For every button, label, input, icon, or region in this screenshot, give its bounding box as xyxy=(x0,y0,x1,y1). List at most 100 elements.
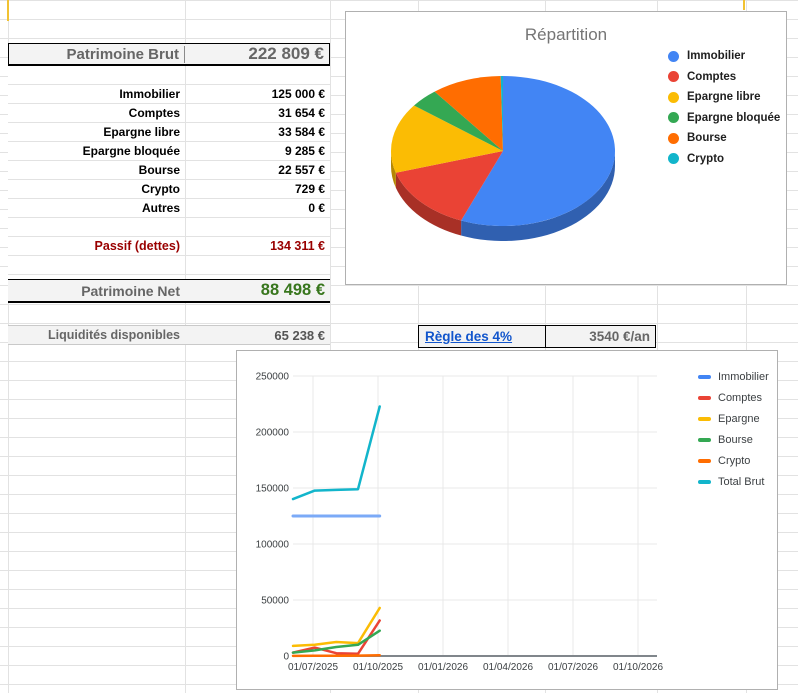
table-row: Autres 0 € xyxy=(8,199,330,218)
column-gridline xyxy=(746,0,747,693)
legend-item: Epargne libre xyxy=(668,87,780,108)
table-row: Immobilier 125 000 € xyxy=(8,85,330,104)
summary-table: Immobilier 125 000 € Comptes 31 654 € Ep… xyxy=(8,66,330,303)
legend-item: Epargne bloquée xyxy=(668,108,780,129)
svg-text:01/01/2026: 01/01/2026 xyxy=(418,662,468,673)
legend-swatch xyxy=(698,458,711,463)
liquidites-value-cell[interactable]: 65 238 € xyxy=(274,327,325,343)
item-value-cell[interactable]: 0 € xyxy=(308,201,325,215)
legend-label: Epargne bloquée xyxy=(687,111,781,124)
patrimoine-brut-label-cell[interactable]: Patrimoine Brut xyxy=(9,45,185,63)
item-value-cell[interactable]: 125 000 € xyxy=(271,87,325,101)
svg-text:0: 0 xyxy=(283,652,289,663)
legend-item: Total Brut xyxy=(698,471,769,492)
legend-swatch xyxy=(668,71,679,83)
legend-label: Bourse xyxy=(687,132,727,145)
legend-swatch xyxy=(668,50,679,62)
legend-label: Crypto xyxy=(687,152,725,165)
item-label-cell[interactable]: Epargne libre xyxy=(103,125,180,139)
svg-text:01/04/2026: 01/04/2026 xyxy=(483,662,533,673)
line-chart-container[interactable]: 01/07/2025 01/10/2025 01/01/2026 01/04/2026… xyxy=(236,350,778,690)
legend-item: Bourse xyxy=(698,429,769,450)
legend-swatch xyxy=(668,112,679,124)
table-row: Comptes 31 654 € xyxy=(8,104,330,123)
svg-text:01/07/2026: 01/07/2026 xyxy=(548,662,598,673)
empty-row xyxy=(8,66,330,85)
item-label-cell[interactable]: Immobilier xyxy=(119,87,180,101)
column-gridline xyxy=(330,0,331,693)
legend-item: Crypto xyxy=(698,450,769,471)
legend-label: Bourse xyxy=(718,433,753,446)
patrimoine-net-label-cell[interactable]: Patrimoine Net xyxy=(81,282,180,299)
line-chart-legend: Immobilier Comptes Epargne Bourse Crypto Tota… xyxy=(698,366,769,492)
item-label-cell[interactable]: Bourse xyxy=(138,163,180,177)
pie-chart-container[interactable]: Répartition Immobilier Comptes Epargne lib… xyxy=(345,11,787,285)
legend-label: Epargne libre xyxy=(687,91,761,104)
legend-swatch xyxy=(698,437,711,442)
regle-4pct-link[interactable]: Règle des 4% xyxy=(419,326,546,347)
legend-item: Immobilier xyxy=(668,46,780,67)
svg-text:01/10/2026: 01/10/2026 xyxy=(613,662,663,673)
legend-item: Crypto xyxy=(668,149,780,170)
legend-swatch xyxy=(668,153,679,165)
item-value-cell[interactable]: 22 557 € xyxy=(278,163,325,177)
item-value-cell[interactable]: 31 654 € xyxy=(278,106,325,120)
legend-swatch xyxy=(698,395,711,400)
svg-text:100000: 100000 xyxy=(256,540,290,551)
column-gridline xyxy=(185,0,186,693)
legend-swatch xyxy=(698,479,711,484)
svg-text:01/07/2025: 01/07/2025 xyxy=(288,662,338,673)
svg-text:01/10/2025: 01/10/2025 xyxy=(353,662,403,673)
pie-chart-legend: Immobilier Comptes Epargne libre Epargne bl… xyxy=(668,46,780,169)
svg-text:150000: 150000 xyxy=(256,484,290,495)
regle-4pct-box: Règle des 4% 3540 €/an xyxy=(418,325,656,348)
item-label-cell[interactable]: Crypto xyxy=(141,182,180,196)
table-column-divider xyxy=(185,66,186,279)
item-value-cell[interactable]: 729 € xyxy=(294,182,325,196)
table-row: Epargne libre 33 584 € xyxy=(8,123,330,142)
legend-label: Crypto xyxy=(718,454,751,467)
yellow-border-mark xyxy=(7,0,9,21)
legend-label: Total Brut xyxy=(718,475,765,488)
pie-chart-svg xyxy=(391,76,615,242)
legend-item: Bourse xyxy=(668,128,780,149)
patrimoine-brut-row: Patrimoine Brut 222 809 € xyxy=(8,43,330,66)
line-chart-svg: 01/07/2025 01/10/2025 01/01/2026 01/04/2026… xyxy=(256,372,664,674)
legend-label: Comptes xyxy=(687,70,737,83)
passif-value-cell[interactable]: 134 311 € xyxy=(270,239,325,253)
column-gridline xyxy=(8,0,9,693)
svg-text:200000: 200000 xyxy=(256,428,290,439)
legend-item: Immobilier xyxy=(698,366,769,387)
liquidites-row: Liquidités disponibles 65 238 € xyxy=(8,325,330,345)
yellow-border-mark xyxy=(743,0,745,10)
legend-label: Comptes xyxy=(718,391,763,404)
legend-label: Immobilier xyxy=(718,370,769,383)
pie-chart-title: Répartition xyxy=(524,25,608,44)
item-value-cell[interactable]: 9 285 € xyxy=(284,144,325,158)
table-row: Bourse 22 557 € xyxy=(8,161,330,180)
passif-label-cell[interactable]: Passif (dettes) xyxy=(94,239,180,253)
item-label-cell[interactable]: Epargne bloquée xyxy=(82,144,180,158)
legend-swatch xyxy=(698,374,711,379)
legend-swatch xyxy=(698,416,711,421)
table-row: Crypto 729 € xyxy=(8,180,330,199)
passif-row: Passif (dettes) 134 311 € xyxy=(8,237,330,256)
item-label-cell[interactable]: Autres xyxy=(141,201,180,215)
patrimoine-net-value-cell[interactable]: 88 498 € xyxy=(260,281,325,299)
liquidites-label-cell[interactable]: Liquidités disponibles xyxy=(48,328,180,342)
svg-text:50000: 50000 xyxy=(261,596,289,607)
legend-item: Epargne xyxy=(698,408,769,429)
legend-swatch xyxy=(668,132,679,144)
legend-swatch xyxy=(668,91,679,103)
regle-4pct-value-cell[interactable]: 3540 €/an xyxy=(589,329,650,344)
item-value-cell[interactable]: 33 584 € xyxy=(278,125,325,139)
svg-text:250000: 250000 xyxy=(256,372,290,383)
table-row: Epargne bloquée 9 285 € xyxy=(8,142,330,161)
empty-row xyxy=(8,256,330,275)
patrimoine-brut-value-cell[interactable]: 222 809 € xyxy=(248,44,324,63)
legend-label: Epargne xyxy=(718,412,760,425)
legend-label: Immobilier xyxy=(687,50,746,63)
legend-item: Comptes xyxy=(698,387,769,408)
item-label-cell[interactable]: Comptes xyxy=(128,106,180,120)
